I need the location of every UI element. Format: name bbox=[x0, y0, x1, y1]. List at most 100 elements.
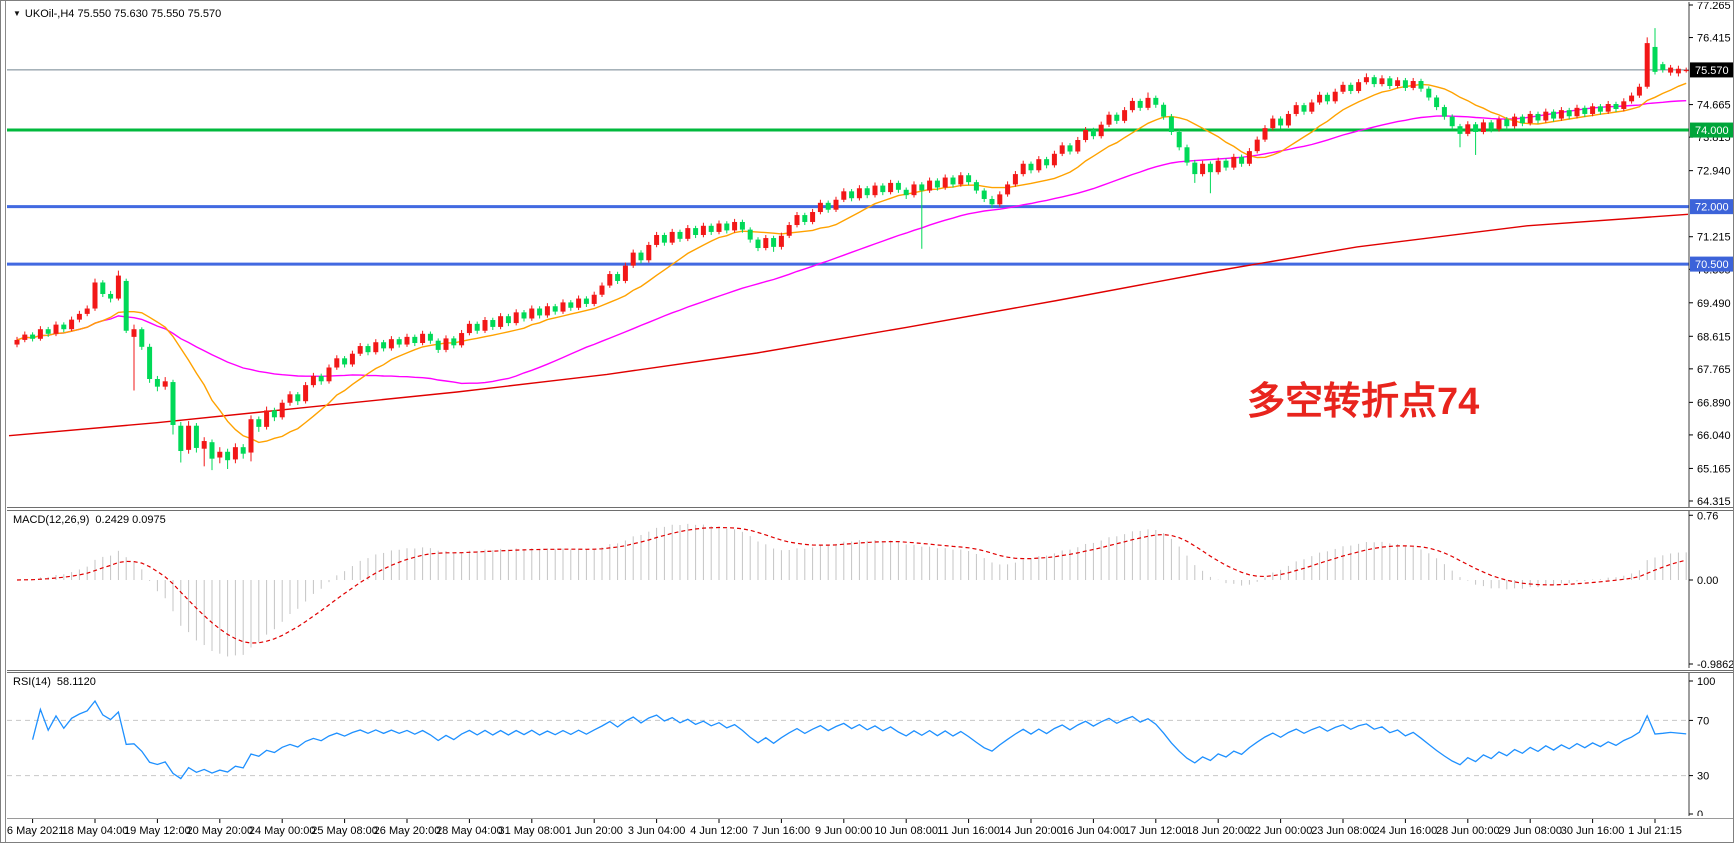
candle-body bbox=[591, 294, 597, 304]
candle-body bbox=[817, 202, 823, 213]
macd-tick-label: -0.9862 bbox=[1697, 659, 1734, 668]
macd-panel[interactable]: MACD(12,26,9) 0.2429 0.0975 0.76 0.00 -0.98… bbox=[7, 510, 1734, 671]
candle-body bbox=[1137, 100, 1143, 108]
candle-body bbox=[30, 334, 36, 339]
candle-body bbox=[310, 375, 316, 386]
time-tick-label: 1 Jul 21:15 bbox=[1628, 825, 1682, 837]
candle-body bbox=[537, 308, 543, 316]
candle-body bbox=[1332, 91, 1338, 102]
macd-values: 0.2429 0.0975 bbox=[95, 514, 166, 526]
candle-body bbox=[708, 225, 714, 232]
candle-body bbox=[1301, 105, 1307, 112]
candle-body bbox=[903, 189, 909, 196]
candle-body bbox=[1239, 156, 1245, 164]
candle-body bbox=[1262, 128, 1268, 140]
candle-body bbox=[342, 358, 348, 365]
candle-body bbox=[1168, 116, 1174, 132]
candle-body bbox=[786, 225, 792, 236]
candle-body bbox=[778, 235, 784, 247]
main-price-panel[interactable]: 77.26576.41574.66573.81572.94071.21570.3… bbox=[7, 2, 1733, 508]
candle-body bbox=[872, 185, 878, 196]
candle-body bbox=[1597, 106, 1603, 112]
candle-body bbox=[420, 333, 426, 343]
candle-body bbox=[513, 312, 519, 324]
time-tick-label: 31 May 08:00 bbox=[498, 825, 565, 837]
candle-body bbox=[37, 329, 43, 339]
candle-body bbox=[1480, 122, 1486, 132]
candle-body bbox=[1636, 86, 1642, 96]
candle-body bbox=[108, 293, 114, 299]
candle-body bbox=[427, 333, 433, 341]
candle-body bbox=[1535, 113, 1541, 121]
price-tick-label: 72.940 bbox=[1697, 166, 1731, 178]
candle-body bbox=[794, 215, 800, 226]
candle-body bbox=[240, 447, 246, 454]
candle-body bbox=[802, 215, 808, 222]
candle-body bbox=[693, 228, 699, 235]
candle-body bbox=[654, 234, 660, 245]
candle-body bbox=[1184, 147, 1190, 163]
price-tick-label: 76.415 bbox=[1697, 33, 1731, 45]
symbol-ohlc-text: UKOil-,H4 75.550 75.630 75.550 75.570 bbox=[24, 8, 222, 20]
price-badge bbox=[1690, 62, 1733, 78]
candle-body bbox=[1410, 81, 1416, 88]
time-tick-label: 24 Jun 16:00 bbox=[1374, 825, 1438, 837]
time-tick-label: 25 May 08:00 bbox=[311, 825, 378, 837]
candle-body bbox=[630, 252, 636, 266]
candle-body bbox=[1668, 67, 1674, 73]
candle-body bbox=[373, 342, 379, 353]
candle-body bbox=[53, 324, 59, 334]
candle-body bbox=[895, 182, 901, 190]
time-tick-label: 26 May 20:00 bbox=[374, 825, 441, 837]
chart-annotation-text[interactable]: 多空转折点74 bbox=[1247, 381, 1480, 423]
price-tick-label: 66.040 bbox=[1697, 430, 1731, 442]
candle-body bbox=[1402, 80, 1408, 88]
candle-body bbox=[942, 177, 948, 188]
candle-body bbox=[1028, 163, 1034, 171]
price-tick-label: 66.890 bbox=[1697, 397, 1731, 409]
candle-body bbox=[22, 334, 28, 340]
price-badge-label: 75.570 bbox=[1695, 65, 1729, 77]
candle-body bbox=[1449, 116, 1455, 127]
candle-body bbox=[747, 229, 753, 240]
price-levels-layer bbox=[7, 69, 1689, 266]
rsi-panel[interactable]: RSI(14) 58.1120 100 70 30 0 bbox=[7, 672, 1733, 819]
candle-body bbox=[966, 175, 972, 183]
candle-body bbox=[1098, 124, 1104, 137]
candle-body bbox=[1379, 78, 1385, 85]
candle-body bbox=[833, 199, 839, 210]
candle-body bbox=[131, 329, 137, 337]
candle-body bbox=[279, 402, 285, 418]
candle-body bbox=[1371, 77, 1377, 85]
candle-body bbox=[334, 358, 340, 368]
price-tick-label: 67.765 bbox=[1697, 364, 1731, 376]
candle-body bbox=[271, 410, 277, 418]
price-tick-label: 77.265 bbox=[1697, 2, 1731, 12]
time-tick-label: 16 May 2021 bbox=[7, 825, 64, 837]
time-tick-label: 10 Jun 08:00 bbox=[874, 825, 938, 837]
candle-body bbox=[1512, 116, 1518, 127]
candle-body bbox=[1005, 184, 1011, 195]
candle-body bbox=[724, 223, 730, 231]
candle-body bbox=[677, 231, 683, 239]
ohlc-dropdown-icon[interactable]: ▼ bbox=[13, 9, 21, 18]
rsi-tick-label: 100 bbox=[1697, 676, 1715, 688]
candle-body bbox=[771, 238, 777, 247]
ma-fast-line bbox=[16, 82, 1687, 444]
candle-body bbox=[287, 394, 293, 403]
candle-body bbox=[739, 221, 745, 230]
candle-body bbox=[1083, 130, 1089, 141]
candle-body bbox=[147, 346, 153, 379]
candle-body bbox=[646, 244, 652, 261]
candle-body bbox=[856, 188, 862, 199]
candle-body bbox=[1496, 119, 1502, 130]
candle-body bbox=[1231, 156, 1237, 168]
candle-body bbox=[76, 313, 82, 320]
candle-body bbox=[193, 425, 199, 448]
time-tick-label: 18 Jun 20:00 bbox=[1186, 825, 1250, 837]
candle-body bbox=[1200, 163, 1206, 175]
candle-body bbox=[1285, 113, 1291, 126]
macd-tick-label: 0.00 bbox=[1697, 575, 1718, 587]
time-axis[interactable]: 16 May 2021 18 May 04:00 19 May 12:00 20 Ma… bbox=[7, 818, 1733, 842]
price-badge bbox=[1690, 122, 1733, 138]
